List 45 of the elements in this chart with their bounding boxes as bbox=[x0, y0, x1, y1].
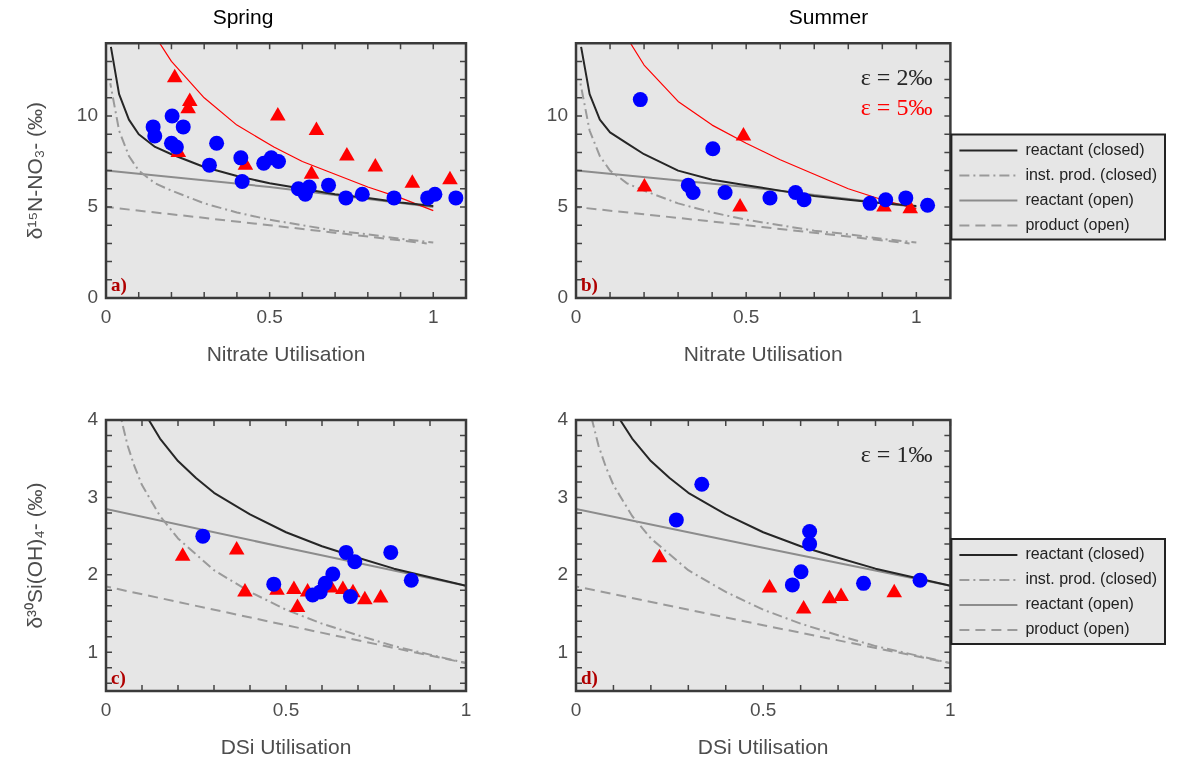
x-tick-label: 1 bbox=[460, 698, 472, 720]
y-tick-label: 2 bbox=[87, 563, 98, 585]
x-tick-label: 0.5 bbox=[272, 698, 300, 720]
annotation: ε = 1‰ bbox=[860, 441, 933, 468]
legend-label: reactant (closed) bbox=[1025, 140, 1145, 158]
y-tick-label: 1 bbox=[557, 640, 568, 662]
y-tick-label: 10 bbox=[76, 104, 98, 126]
y-tick-label: 10 bbox=[546, 104, 568, 126]
y-tick-label: 0 bbox=[557, 286, 568, 308]
x-tick-label: 0.5 bbox=[256, 305, 283, 327]
y-tick-label: 4 bbox=[557, 408, 569, 430]
x-axis-title: DSi Utilisation bbox=[697, 735, 829, 759]
x-axis-title: Nitrate Utilisation bbox=[206, 342, 366, 366]
x-axis-title: Nitrate Utilisation bbox=[683, 342, 843, 366]
x-tick-label: 1 bbox=[945, 698, 956, 720]
annotation: b) bbox=[581, 274, 598, 296]
legend-label: reactant (closed) bbox=[1025, 545, 1145, 563]
x-axis-title: DSi Utilisation bbox=[220, 735, 352, 759]
legend-label: product (open) bbox=[1025, 620, 1130, 638]
legend-label: reactant (open) bbox=[1025, 595, 1134, 613]
chart-title: Spring bbox=[212, 5, 274, 29]
annotation: ε = 2‰ bbox=[860, 64, 933, 91]
legend-label: product (open) bbox=[1025, 215, 1130, 233]
y-tick-label: 0 bbox=[87, 286, 98, 308]
y-tick-label: 5 bbox=[87, 195, 98, 217]
y-tick-label: 3 bbox=[557, 485, 568, 507]
legend-label: reactant (open) bbox=[1025, 190, 1134, 208]
y-axis-title: δ³⁰Si(OH)₄- (‰) bbox=[23, 482, 47, 629]
x-tick-label: 0.5 bbox=[749, 698, 777, 720]
chart-title: Summer bbox=[788, 5, 869, 29]
y-tick-label: 2 bbox=[557, 563, 568, 585]
y-tick-label: 3 bbox=[87, 485, 98, 507]
x-tick-label: 0.5 bbox=[732, 305, 760, 327]
x-tick-label: 1 bbox=[911, 305, 922, 327]
annotation: d) bbox=[581, 667, 598, 689]
annotation: ε = 5‰ bbox=[860, 94, 933, 121]
x-tick-label: 1 bbox=[427, 305, 439, 327]
annotation: a) bbox=[111, 274, 127, 296]
legend-label: inst. prod. (closed) bbox=[1025, 165, 1157, 183]
y-tick-label: 5 bbox=[557, 195, 568, 217]
y-axis-title: δ¹⁵N-NO₃- (‰) bbox=[23, 101, 47, 240]
annotation: c) bbox=[111, 667, 126, 689]
legend-label: inst. prod. (closed) bbox=[1025, 570, 1157, 588]
y-tick-label: 4 bbox=[87, 408, 99, 430]
y-tick-label: 1 bbox=[87, 640, 98, 662]
